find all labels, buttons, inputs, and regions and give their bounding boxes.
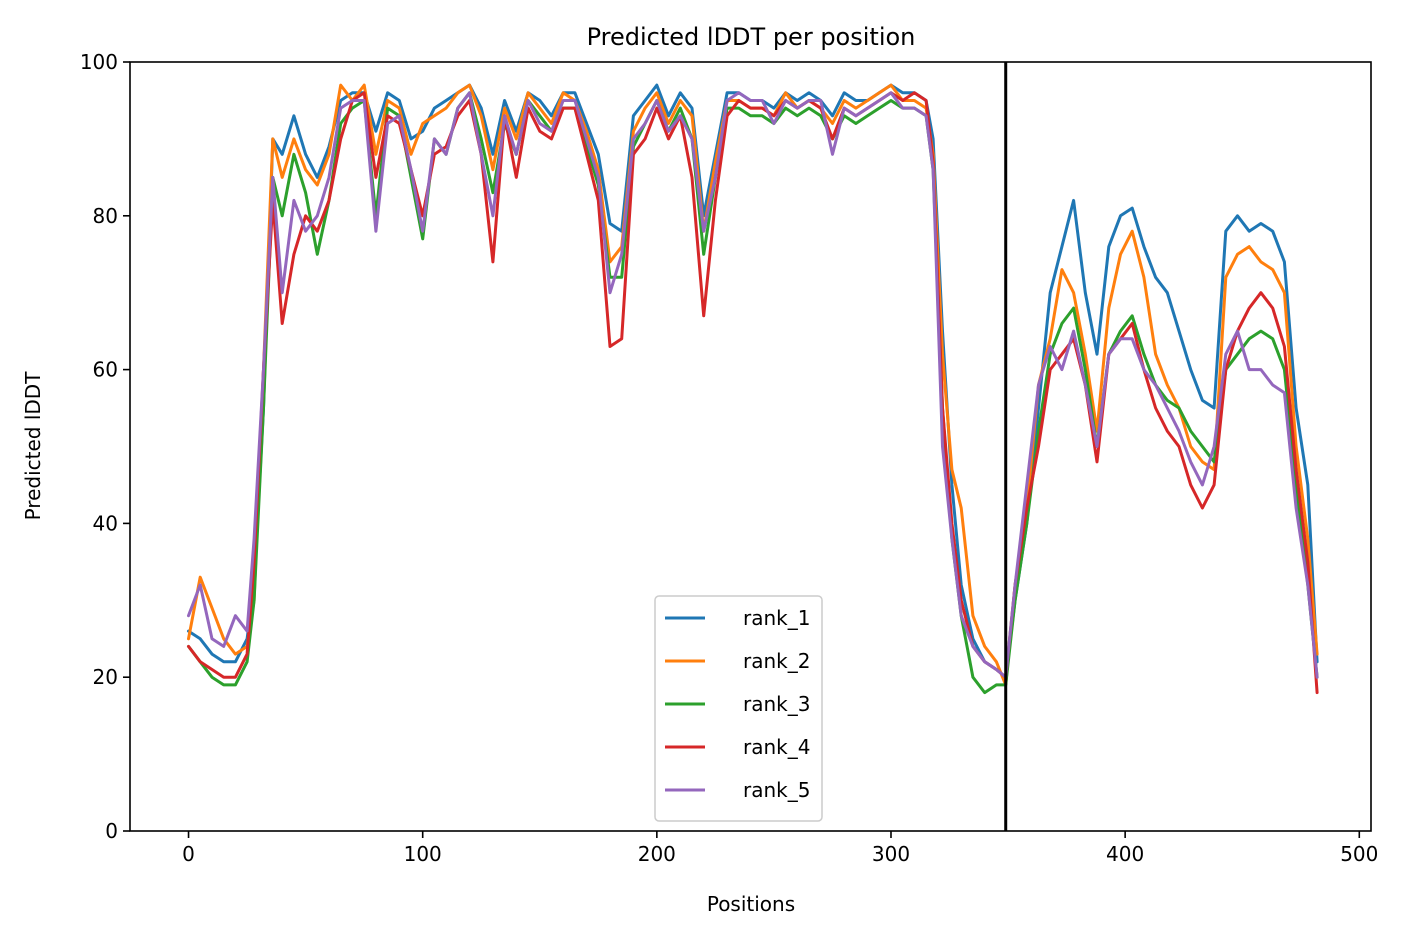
y-tick-label: 60 (93, 358, 118, 382)
plot-frame (129, 61, 1372, 832)
series-line-rank_5 (187, 91, 1319, 679)
legend-box (654, 595, 823, 822)
plot-area: 0 100 200 300 400 500 0 20 40 60 80 100 rank_1 rank_2… (80, 50, 1379, 866)
legend-label-rank_3: rank_3 (743, 692, 810, 716)
y-tick-label: 80 (93, 204, 118, 228)
x-tick-label: 0 (182, 842, 195, 866)
legend-label-rank_5: rank_5 (743, 778, 810, 802)
chart-title: Predicted lDDT per position (587, 23, 916, 51)
series-group (187, 83, 1319, 695)
y-tick-label: 0 (105, 819, 118, 843)
y-tick-label: 40 (93, 511, 118, 535)
x-tick-label: 200 (638, 842, 676, 866)
legend-label-rank_4: rank_4 (743, 735, 810, 759)
x-tick-label: 500 (1340, 842, 1378, 866)
x-tick-label: 300 (872, 842, 910, 866)
y-axis-title: Predicted lDDT (21, 371, 45, 521)
x-tick-label: 400 (1106, 842, 1144, 866)
legend-label-rank_2: rank_2 (743, 649, 810, 673)
legend: rank_1 rank_2 rank_3 rank_4 rank_5 (654, 595, 823, 822)
x-axis-title: Positions (707, 892, 795, 916)
legend-label-rank_1: rank_1 (743, 606, 810, 630)
y-tick-label: 100 (80, 50, 118, 74)
series-line-rank_4 (187, 91, 1319, 695)
x-tick-label: 100 (404, 842, 442, 866)
y-tick-label: 20 (93, 665, 118, 689)
